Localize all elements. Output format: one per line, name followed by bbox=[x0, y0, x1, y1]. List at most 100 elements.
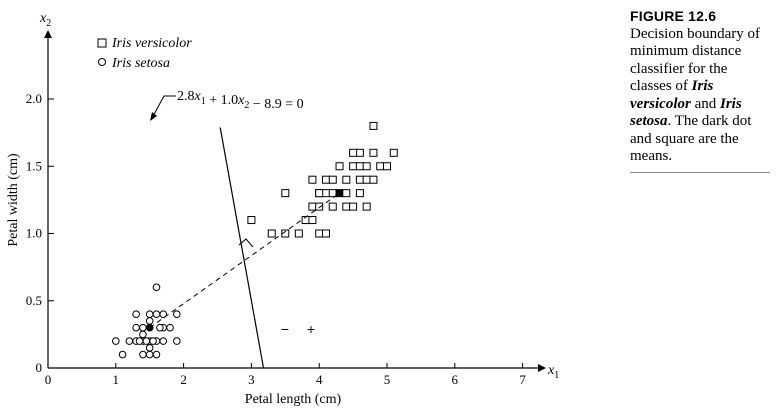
setosa-point bbox=[118, 350, 127, 359]
versicolor-point bbox=[328, 189, 337, 198]
y-tick-label: 2.0 bbox=[26, 91, 42, 106]
x-axis-title: Petal length (cm) bbox=[245, 392, 342, 407]
versicolor-point bbox=[349, 148, 358, 157]
boundary-equation: 2.8x1 + 1.0x2 − 8.9 = 0 bbox=[177, 89, 304, 112]
x-axis-arrow-icon bbox=[538, 364, 546, 372]
setosa-point bbox=[159, 310, 168, 319]
versicolor-point bbox=[328, 202, 337, 211]
setosa-point bbox=[166, 323, 174, 332]
setosa-point bbox=[139, 323, 147, 332]
x-tick-label: 4 bbox=[316, 372, 323, 387]
versicolor-point bbox=[321, 175, 330, 184]
versicolor-point bbox=[281, 189, 290, 198]
setosa-point bbox=[156, 323, 164, 332]
versicolor-point bbox=[369, 175, 378, 184]
legend-label-setosa: Iris setosa bbox=[111, 56, 170, 71]
setosa-point bbox=[145, 317, 154, 325]
setosa-point bbox=[152, 310, 161, 319]
caption-italic-1: Iris versicolor bbox=[630, 78, 714, 112]
figure-label: FIGURE 12.6 bbox=[630, 8, 717, 24]
legend-circle-icon bbox=[98, 58, 106, 66]
y-tick-label: 1.5 bbox=[26, 158, 42, 173]
versicolor-point bbox=[376, 162, 385, 171]
setosa-point bbox=[173, 310, 181, 319]
versicolor-point bbox=[315, 229, 324, 238]
setosa-point bbox=[139, 350, 147, 359]
x-tick-label: 5 bbox=[384, 372, 391, 387]
versicolor-point bbox=[315, 202, 324, 211]
versicolor-point bbox=[308, 175, 317, 184]
scatter-plot: x1 x2 0 1 2 3 4 5 6 7 0 0.5 1.0 1.5 2.0 Petal length (c… bbox=[6, 11, 559, 407]
setosa-point bbox=[173, 337, 181, 345]
versicolor-point bbox=[315, 189, 324, 198]
versicolor-point bbox=[355, 148, 364, 157]
setosa-point bbox=[145, 310, 154, 319]
y-tick-label: 0.5 bbox=[26, 293, 42, 308]
versicolor-point bbox=[328, 175, 337, 184]
setosa-point bbox=[152, 283, 161, 292]
annotations: 2.8x1 + 1.0x2 − 8.9 = 0 − + bbox=[149, 89, 340, 369]
x-tick-label: 1 bbox=[113, 372, 120, 387]
setosa-point bbox=[152, 350, 161, 359]
versicolor-point bbox=[349, 202, 358, 211]
caption-text-2: and bbox=[690, 95, 720, 112]
figure-caption: FIGURE 12.6 Decision boundary of minimum… bbox=[630, 8, 770, 173]
caption-body: Decision boundary of minimum distance cl… bbox=[630, 26, 770, 166]
versicolor-point bbox=[349, 162, 358, 171]
y-axis-title: Petal width (cm) bbox=[6, 153, 21, 247]
setosa-point bbox=[112, 337, 120, 345]
versicolor-point bbox=[369, 148, 378, 157]
versicolor-point bbox=[342, 175, 351, 184]
legend-label-versicolor: Iris versicolor bbox=[111, 36, 192, 51]
setosa-point bbox=[132, 310, 140, 319]
decision-boundary-line bbox=[219, 127, 265, 369]
versicolor-point bbox=[247, 216, 256, 225]
y-axis-symbol: x2 bbox=[39, 11, 51, 29]
x-axis-symbol: x1 bbox=[547, 363, 559, 381]
versicolor-point bbox=[355, 189, 364, 198]
setosa-point bbox=[149, 337, 157, 345]
data-points bbox=[112, 121, 398, 359]
versicolor-point bbox=[389, 148, 398, 157]
setosa-point bbox=[145, 350, 154, 359]
x-tick-label: 3 bbox=[248, 372, 255, 387]
caption-italic-2: Iris setosa bbox=[630, 95, 742, 130]
caption-rule bbox=[630, 171, 770, 173]
versicolor-point bbox=[362, 175, 371, 184]
versicolor-point bbox=[355, 175, 364, 184]
versicolor-point bbox=[369, 121, 378, 130]
means-connector-line bbox=[149, 192, 340, 329]
minus-sign-label: − bbox=[281, 321, 289, 337]
caption-text-3: . The dark dot and square are the means. bbox=[630, 113, 752, 164]
versicolor-point bbox=[321, 229, 330, 238]
versicolor-point bbox=[267, 229, 276, 238]
versicolor-point bbox=[362, 202, 371, 211]
y-tick-label: 1.0 bbox=[26, 226, 42, 241]
versicolor-point bbox=[294, 229, 303, 238]
setosa-point bbox=[125, 337, 134, 345]
setosa-point bbox=[142, 337, 151, 345]
x-tick-label: 7 bbox=[519, 372, 526, 387]
legend: Iris versicolor Iris setosa bbox=[97, 36, 192, 71]
versicolor-point bbox=[308, 202, 317, 211]
versicolor-point bbox=[321, 189, 330, 198]
versicolor-point bbox=[342, 202, 351, 211]
versicolor-mean-point bbox=[336, 189, 344, 197]
x-tick-label: 6 bbox=[452, 372, 459, 387]
setosa-point bbox=[135, 337, 144, 345]
x-tick-label: 0 bbox=[45, 372, 52, 387]
versicolor-point bbox=[355, 162, 364, 171]
versicolor-point bbox=[383, 162, 391, 171]
versicolor-point bbox=[342, 189, 351, 198]
y-tick-label: 0 bbox=[36, 360, 43, 375]
y-axis-arrow-icon bbox=[44, 30, 52, 38]
versicolor-point bbox=[335, 162, 344, 171]
setosa-point bbox=[139, 330, 147, 339]
equation-leader-line bbox=[151, 95, 176, 119]
versicolor-point bbox=[362, 162, 371, 171]
versicolor-point bbox=[308, 216, 317, 225]
plus-sign-label: + bbox=[307, 321, 315, 337]
equation-arrow-icon bbox=[150, 112, 157, 121]
right-angle-icon bbox=[238, 238, 254, 248]
caption-text-1: Decision boundary of minimum distance cl… bbox=[630, 25, 760, 95]
